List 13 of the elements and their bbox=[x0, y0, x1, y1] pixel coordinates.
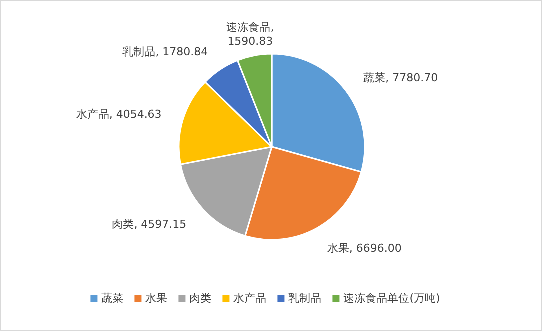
legend-label: 速冻食品 bbox=[344, 292, 388, 305]
data-label: 蔬菜, 7780.70 bbox=[364, 72, 438, 85]
legend-label: 肉类 bbox=[190, 292, 212, 305]
data-label: 乳制品, 1780.84 bbox=[122, 45, 208, 58]
text: 单位(万吨) bbox=[388, 292, 440, 305]
legend-label: 水果 bbox=[146, 292, 168, 305]
data-label: 水果, 6696.00 bbox=[327, 242, 402, 255]
data-label: 速冻食品, 1590.83 bbox=[226, 21, 274, 48]
legend-label: 蔬菜 bbox=[102, 292, 124, 305]
legend-label: 水产品 bbox=[234, 292, 267, 305]
data-label: 肉类, 4597.15 bbox=[112, 218, 187, 232]
data-label: 水产品, 4054.63 bbox=[76, 108, 162, 122]
legend-label: 乳制品 bbox=[288, 292, 322, 305]
